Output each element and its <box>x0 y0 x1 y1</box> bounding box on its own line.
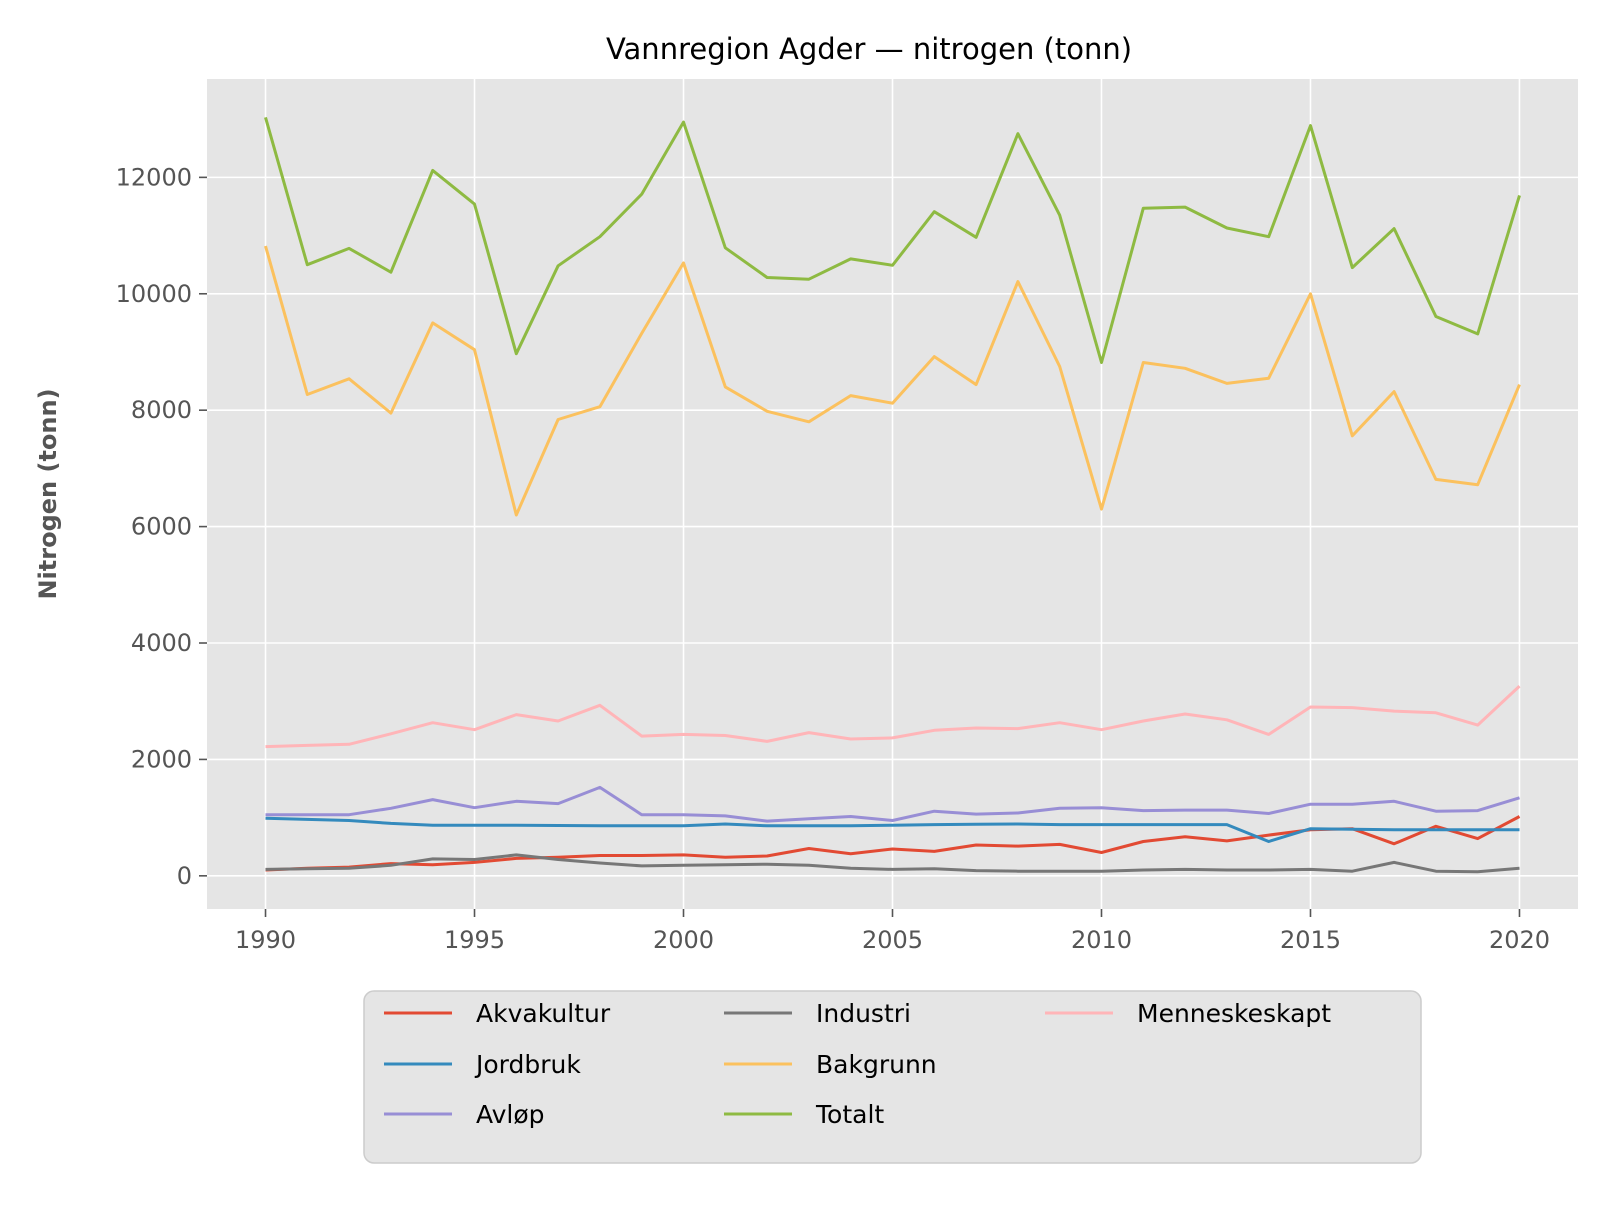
series-lines <box>264 116 1521 874</box>
x-tick-label: 2010 <box>1071 926 1132 954</box>
legend-item: Akvakultur <box>384 999 611 1028</box>
series-line-industri <box>265 853 1520 874</box>
y-tick-label: 10000 <box>116 280 192 308</box>
y-tick-label: 0 <box>177 862 192 890</box>
grid-lines <box>207 79 1578 909</box>
y-tick-label: 4000 <box>131 629 192 657</box>
x-tick-label: 1995 <box>444 926 505 954</box>
y-axis-ticks: 0 2000 4000 6000 8000 10000 12000 <box>116 163 207 890</box>
legend <box>363 990 1422 1164</box>
x-axis-ticks: 1990 1995 2000 2005 2010 2015 2020 <box>235 909 1550 954</box>
y-tick-label: 6000 <box>131 513 192 541</box>
y-axis-label: Nitrogen (tonn) <box>34 388 62 599</box>
legend-item: Totalt <box>724 1100 884 1129</box>
y-tick-label: 12000 <box>116 163 192 191</box>
legend-label: Jordbruk <box>474 1050 581 1079</box>
legend-entries: Akvakultur Jordbruk Avløp Industri Bakgrunn T… <box>384 999 1331 1129</box>
chart-title: Vannregion Agder — nitrogen (tonn) <box>606 32 1132 66</box>
legend-label: Menneskeskapt <box>1137 999 1331 1028</box>
y-tick-label: 2000 <box>131 745 192 773</box>
series-line-menneskeskapt <box>265 685 1521 749</box>
legend-item: Bakgrunn <box>724 1050 937 1079</box>
legend-item: Avløp <box>384 1100 545 1129</box>
series-line-jordbruk <box>265 816 1520 843</box>
legend-label: Totalt <box>815 1100 884 1129</box>
y-tick-label: 8000 <box>131 396 192 424</box>
x-tick-label: 2000 <box>653 926 714 954</box>
x-tick-label: 2020 <box>1489 926 1550 954</box>
x-tick-label: 2015 <box>1280 926 1341 954</box>
legend-label: Bakgrunn <box>816 1050 937 1079</box>
legend-label: Avløp <box>476 1100 545 1129</box>
series-line-bakgrunn <box>264 245 1521 517</box>
legend-label: Akvakultur <box>476 999 611 1028</box>
legend-item: Industri <box>724 999 911 1028</box>
legend-label: Industri <box>816 999 911 1028</box>
series-line-avløp <box>265 785 1520 823</box>
x-tick-label: 2005 <box>862 926 923 954</box>
x-tick-label: 1990 <box>235 926 296 954</box>
legend-item: Jordbruk <box>384 1050 581 1079</box>
series-line-totalt <box>264 116 1521 364</box>
legend-item: Menneskeskapt <box>1045 999 1331 1028</box>
